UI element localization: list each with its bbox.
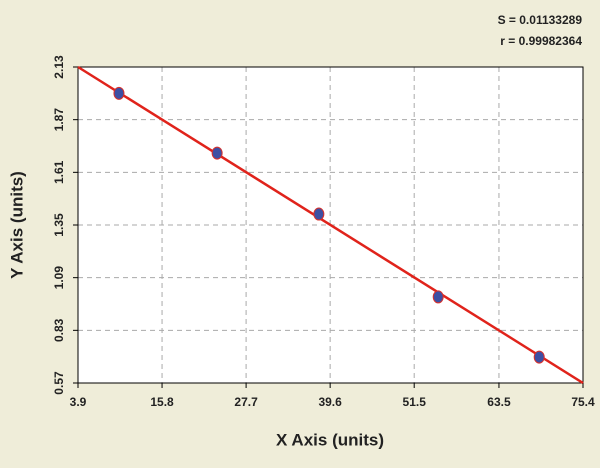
x-tick-label: 75.4 <box>571 395 595 409</box>
data-point <box>211 146 223 160</box>
y-tick-label: 1.61 <box>52 160 66 184</box>
x-tick-label: 3.9 <box>70 395 87 409</box>
fit-line <box>77 65 584 385</box>
y-tick-label: 1.87 <box>52 108 66 132</box>
annotation: r = 0.99982364 <box>500 34 582 48</box>
annotation: S = 0.01133289 <box>498 13 583 27</box>
y-tick-label: 0.83 <box>52 318 66 342</box>
x-axis-title: X Axis (units) <box>276 430 384 449</box>
data-point <box>113 86 125 100</box>
plot-border <box>77 66 584 384</box>
y-tick-label: 0.57 <box>52 371 66 395</box>
data-point <box>533 350 545 364</box>
y-tick-label: 2.13 <box>52 55 66 79</box>
y-axis-title: Y Axis (units) <box>7 171 26 279</box>
y-tick-label: 1.09 <box>52 266 66 290</box>
data-point <box>432 290 444 304</box>
x-tick-label: 27.7 <box>234 395 258 409</box>
data-point <box>313 207 325 221</box>
x-tick-label: 15.8 <box>150 395 174 409</box>
x-tick-label: 51.5 <box>403 395 427 409</box>
x-tick-label: 39.6 <box>318 395 342 409</box>
y-tick-label: 1.35 <box>52 213 66 237</box>
x-tick-label: 63.5 <box>487 395 511 409</box>
